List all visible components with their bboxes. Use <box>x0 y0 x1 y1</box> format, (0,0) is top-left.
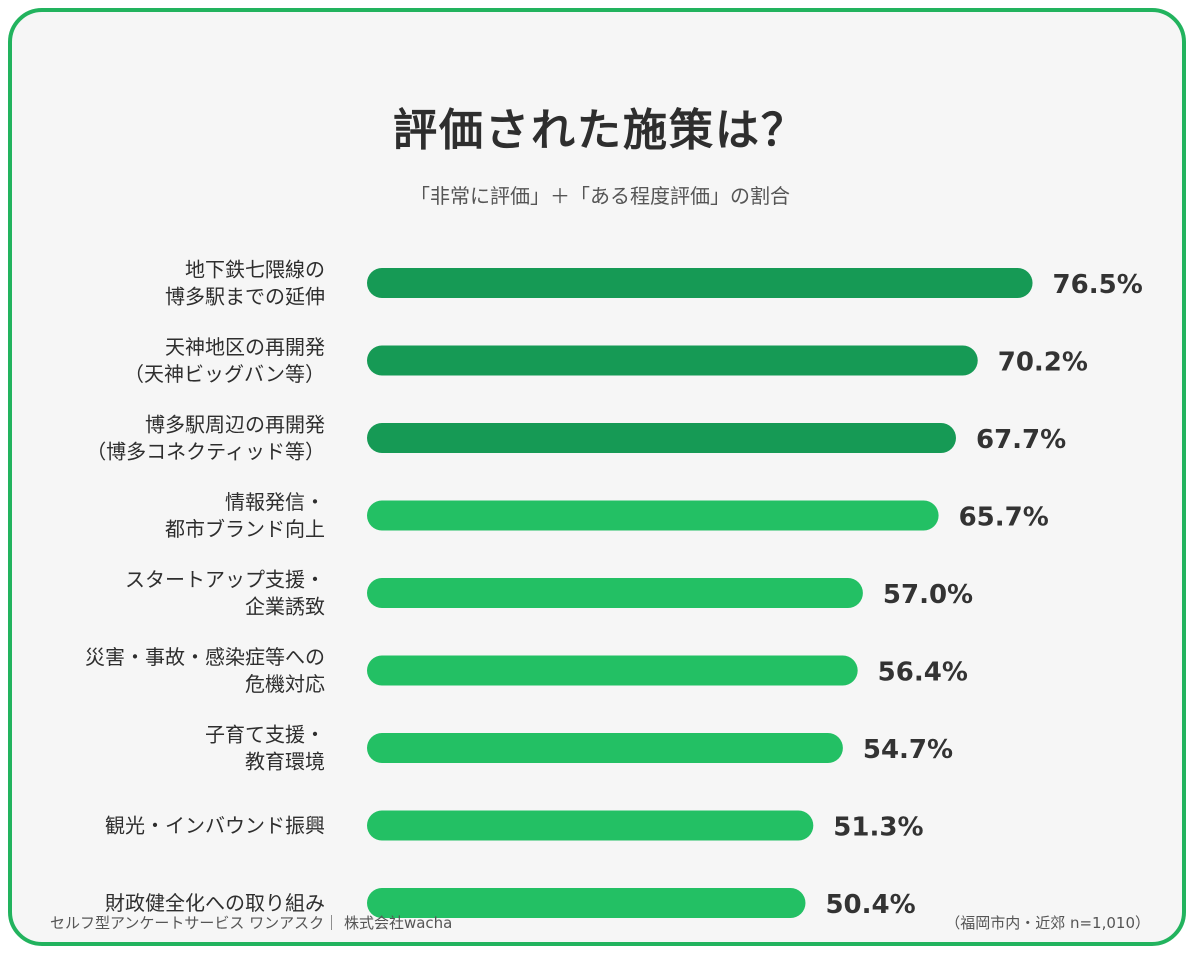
bar-6 <box>367 655 858 686</box>
category-label-3: 博多駅周辺の再開発（博多コネクティッド等） <box>86 413 325 464</box>
value-label-7: 54.7% <box>863 735 953 765</box>
bar-1 <box>367 268 1033 298</box>
bar-3 <box>367 423 956 453</box>
value-label-2: 70.2% <box>998 348 1088 378</box>
value-label-8: 51.3% <box>833 813 923 843</box>
bar-4 <box>367 500 939 531</box>
value-label-1: 76.5% <box>1053 270 1143 300</box>
category-label-2: 天神地区の再開発（天神ビッグバン等） <box>124 335 325 386</box>
bar-5 <box>367 578 863 608</box>
value-label-5: 57.0% <box>883 580 973 610</box>
category-label-5: スタートアップ支援・企業誘致 <box>125 568 325 619</box>
category-label-1: 地下鉄七隈線の博多駅までの延伸 <box>165 258 325 309</box>
bar-2 <box>367 345 978 376</box>
chart-subtitle: 「非常に評価」＋「ある程度評価」の割合 <box>410 184 790 208</box>
category-label-6: 災害・事故・感染症等への危機対応 <box>85 645 325 696</box>
bar-7 <box>367 733 843 763</box>
chart-title: 評価された施策は？ <box>393 105 807 156</box>
footer-source: セルフ型アンケートサービス ワンアスク｜ 株式会社wacha <box>50 914 453 932</box>
category-label-9: 財政健全化への取り組み <box>105 891 325 915</box>
value-label-3: 67.7% <box>976 425 1066 455</box>
bar-9 <box>367 888 806 918</box>
value-label-4: 65.7% <box>959 503 1049 533</box>
category-label-7: 子育て支援・教育環境 <box>205 723 325 774</box>
value-label-6: 56.4% <box>878 658 968 688</box>
bar-8 <box>367 810 814 841</box>
value-label-9: 50.4% <box>825 890 915 920</box>
chart-frame <box>8 8 1186 946</box>
category-label-4: 情報発信・都市ブランド向上 <box>165 490 325 541</box>
category-label-8: 観光・インバウンド振興 <box>105 814 325 838</box>
footer-sample-size: （福岡市内・近郊 n=1,010） <box>945 914 1150 932</box>
